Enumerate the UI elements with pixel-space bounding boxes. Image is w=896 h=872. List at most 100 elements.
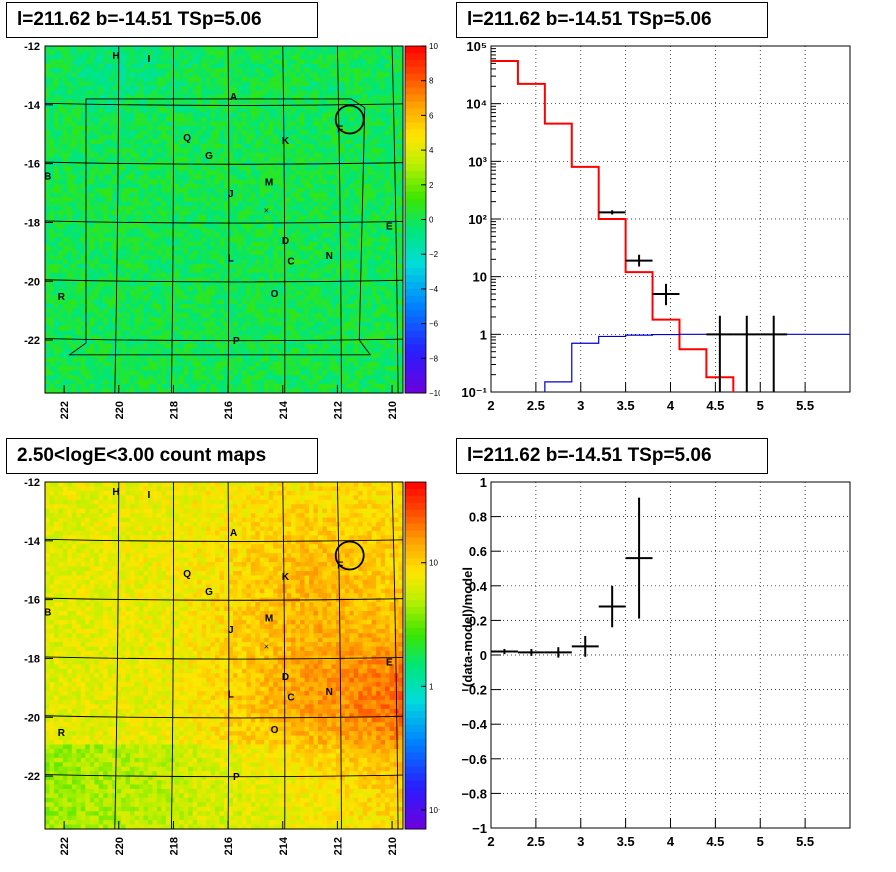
map-pixel xyxy=(344,50,350,56)
map-pixel xyxy=(326,121,332,127)
map-pixel xyxy=(304,290,310,296)
map-pixel xyxy=(237,112,243,118)
map-pixel xyxy=(224,219,230,225)
map-pixel xyxy=(268,86,274,92)
map-pixel xyxy=(116,179,122,185)
map-pixel xyxy=(246,63,252,69)
map-pixel xyxy=(286,188,292,194)
map-pixel xyxy=(286,72,292,78)
map-pixel xyxy=(94,197,100,203)
map-pixel xyxy=(89,259,95,265)
map-pixel xyxy=(143,241,149,247)
map-pixel xyxy=(313,277,319,283)
map-pixel xyxy=(67,197,73,203)
map-pixel xyxy=(268,237,274,243)
map-pixel xyxy=(179,232,185,238)
map-pixel xyxy=(232,192,239,198)
map-pixel xyxy=(340,183,346,189)
map-pixel xyxy=(313,72,319,78)
map-pixel xyxy=(304,108,310,114)
map-pixel xyxy=(103,295,109,301)
map-pixel xyxy=(335,308,341,314)
map-pixel xyxy=(232,277,239,283)
map-pixel xyxy=(371,215,377,221)
map-pixel xyxy=(362,215,368,221)
map-pixel xyxy=(362,304,368,310)
map-pixel xyxy=(103,152,109,158)
map-pixel xyxy=(143,206,149,212)
map-pixel xyxy=(174,223,180,229)
map-pixel xyxy=(134,215,140,221)
map-pixel xyxy=(206,281,212,287)
map-pixel xyxy=(228,237,234,243)
map-pixel xyxy=(103,272,109,278)
map-pixel xyxy=(85,103,91,109)
map-pixel xyxy=(250,201,256,207)
map-pixel xyxy=(112,197,118,203)
map-pixel xyxy=(89,77,95,83)
map-pixel xyxy=(197,139,203,145)
map-pixel xyxy=(161,223,167,229)
map-pixel xyxy=(232,281,239,287)
map-pixel xyxy=(174,81,180,87)
map-pixel xyxy=(53,255,60,261)
map-pixel xyxy=(80,290,86,296)
map-pixel xyxy=(353,290,359,296)
map-pixel xyxy=(268,59,274,65)
map-pixel xyxy=(71,277,77,283)
map-pixel xyxy=(210,143,216,149)
map-pixel xyxy=(385,255,391,261)
map-pixel xyxy=(80,77,86,83)
map-pixel xyxy=(313,175,319,181)
map-pixel xyxy=(62,188,68,194)
map-pixel xyxy=(237,201,243,207)
map-pixel xyxy=(165,68,171,74)
map-pixel xyxy=(362,312,368,318)
map-pixel xyxy=(98,268,104,274)
map-pixel xyxy=(188,170,194,176)
map-pixel xyxy=(94,255,100,261)
map-pixel xyxy=(107,295,113,301)
map-pixel xyxy=(210,68,216,74)
map-pixel xyxy=(228,179,234,185)
map-pixel xyxy=(112,90,118,96)
map-pixel xyxy=(130,59,136,65)
map-pixel xyxy=(335,290,341,296)
map-pixel xyxy=(300,223,306,229)
map-pixel xyxy=(326,59,332,65)
map-pixel xyxy=(317,272,324,278)
map-pixel xyxy=(232,50,239,56)
map-pixel xyxy=(380,268,386,274)
map-pixel xyxy=(89,81,95,87)
map-pixel xyxy=(344,206,350,212)
map-pixel xyxy=(130,268,136,274)
map-pixel xyxy=(62,263,68,270)
map-pixel xyxy=(210,219,216,225)
map-pixel xyxy=(367,77,373,83)
map-pixel xyxy=(215,188,221,194)
map-pixel xyxy=(161,246,167,252)
map-pixel xyxy=(371,223,377,229)
map-pixel xyxy=(107,197,113,203)
map-pixel xyxy=(228,246,234,252)
map-pixel xyxy=(358,206,364,212)
map-pixel xyxy=(183,152,189,158)
map-pixel xyxy=(49,304,55,310)
map-pixel xyxy=(353,63,359,69)
map-pixel xyxy=(241,250,247,256)
map-pixel xyxy=(353,317,359,323)
map-pixel xyxy=(246,166,252,172)
map-pixel xyxy=(143,277,149,283)
map-pixel xyxy=(116,295,122,301)
map-pixel xyxy=(89,295,95,301)
map-pixel xyxy=(241,237,247,243)
map-pixel xyxy=(206,268,212,274)
map-pixel xyxy=(282,166,288,172)
map-pixel xyxy=(67,219,73,225)
map-pixel xyxy=(210,237,216,243)
map-pixel xyxy=(232,232,239,238)
map-pixel xyxy=(62,197,68,203)
map-pixel xyxy=(228,259,234,265)
map-pixel xyxy=(344,68,350,74)
map-pixel xyxy=(331,94,337,100)
